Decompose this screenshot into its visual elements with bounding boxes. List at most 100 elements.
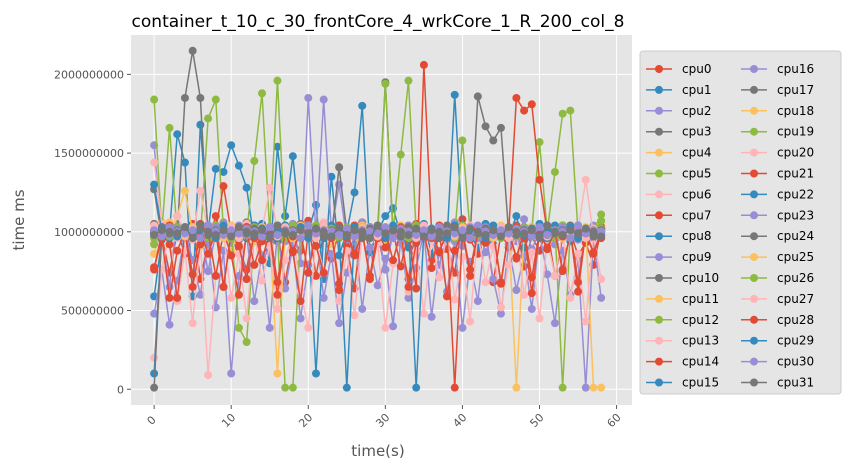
legend-label-cpu14: cpu14: [682, 355, 719, 369]
legend-label-cpu10: cpu10: [682, 271, 719, 285]
data-point-cpu24-38: [443, 221, 452, 230]
data-point-cpu30-50: [535, 223, 544, 232]
data-point-cpu21-55: [574, 278, 583, 287]
data-point-cpu7-50: [535, 175, 544, 184]
data-point-cpu31-41: [466, 224, 475, 233]
data-point-cpu1-47: [512, 212, 521, 221]
legend-marker-cpu7: [655, 211, 663, 220]
y-axis: 0 500000000 1000000000 1500000000 2000000000: [54, 68, 131, 396]
data-point-cpu3-4: [180, 93, 189, 102]
legend-label-cpu6: cpu6: [682, 187, 711, 201]
data-point-cpu15-25: [342, 383, 351, 392]
data-point-cpu30-19: [296, 234, 305, 243]
data-point-cpu31-34: [412, 224, 421, 233]
legend-marker-cpu12: [655, 315, 663, 324]
data-point-cpu9-40: [458, 323, 467, 332]
data-point-cpu13-55: [574, 249, 583, 258]
data-point-cpu5-50: [535, 138, 544, 147]
data-point-cpu30-41: [466, 234, 475, 243]
data-point-cpu14-30: [381, 243, 390, 252]
legend-marker-cpu27: [750, 294, 758, 303]
data-point-cpu13-30: [381, 323, 390, 332]
data-point-cpu31-52: [550, 227, 559, 236]
legend-item-cpu7: cpu7: [646, 208, 711, 222]
data-point-cpu21-3: [173, 246, 182, 255]
data-point-cpu30-26: [350, 232, 359, 241]
legend-label-cpu4: cpu4: [682, 146, 711, 160]
data-point-cpu30-29: [373, 229, 382, 238]
data-point-cpu13-35: [419, 309, 428, 318]
data-point-cpu31-27: [358, 227, 367, 236]
legend-marker-cpu25: [750, 253, 758, 262]
data-point-cpu24-27: [358, 234, 367, 243]
data-point-cpu30-35: [419, 226, 428, 235]
legend-label-cpu26: cpu26: [777, 271, 814, 285]
legend-label-cpu3: cpu3: [682, 125, 711, 139]
data-point-cpu3-5: [188, 46, 197, 55]
data-point-cpu30-11: [234, 229, 243, 238]
legend-item-cpu19: cpu19: [741, 125, 814, 139]
legend-label-cpu15: cpu15: [682, 376, 719, 390]
data-point-cpu9-15: [265, 323, 274, 332]
data-point-cpu13-54: [566, 293, 575, 302]
data-point-cpu13-49: [527, 248, 536, 257]
data-point-cpu31-33: [404, 230, 413, 239]
data-point-cpu1-16: [273, 142, 282, 151]
data-point-cpu5-8: [211, 95, 220, 104]
legend-item-cpu27: cpu27: [741, 292, 814, 306]
data-point-cpu31-56: [581, 224, 590, 233]
legend-item-cpu5: cpu5: [646, 167, 711, 181]
data-point-cpu30-14: [258, 232, 267, 241]
data-point-cpu1-17: [281, 212, 290, 221]
data-point-cpu21-57: [589, 248, 598, 257]
data-point-cpu9-24: [335, 319, 344, 328]
data-point-cpu21-6: [196, 240, 205, 249]
data-point-cpu3-44: [489, 136, 498, 145]
legend-item-cpu1: cpu1: [646, 83, 711, 97]
data-point-cpu31-18: [288, 230, 297, 239]
legend-item-cpu16: cpu16: [741, 62, 814, 76]
legend-item-cpu26: cpu26: [741, 271, 814, 285]
data-point-cpu21-16: [273, 278, 282, 287]
data-point-cpu31-35: [419, 232, 428, 241]
data-point-cpu2-7: [204, 267, 213, 276]
data-point-cpu9-29: [373, 281, 382, 290]
legend-item-cpu0: cpu0: [646, 62, 711, 76]
data-point-cpu7-49: [527, 100, 536, 109]
legend-label-cpu18: cpu18: [777, 104, 814, 118]
x-axis-label: time(s): [351, 442, 404, 460]
legend-item-cpu9: cpu9: [646, 250, 711, 264]
data-point-cpu5-13: [250, 156, 259, 165]
legend-item-cpu15: cpu15: [646, 376, 719, 390]
data-point-cpu21-11: [234, 290, 243, 299]
data-point-cpu30-20: [304, 221, 313, 230]
data-point-cpu13-17: [281, 256, 290, 265]
data-point-cpu12-53: [558, 383, 567, 392]
data-point-cpu13-34: [412, 246, 421, 255]
legend-item-cpu20: cpu20: [741, 146, 814, 160]
data-point-cpu30-45: [496, 226, 505, 235]
data-point-cpu30-15: [265, 223, 274, 232]
data-point-cpu31-47: [512, 227, 521, 236]
data-point-cpu21-36: [427, 264, 436, 273]
data-point-cpu30-51: [543, 230, 552, 239]
data-point-cpu17-0: [150, 383, 159, 392]
legend-item-cpu6: cpu6: [646, 187, 711, 201]
legend-label-cpu28: cpu28: [777, 313, 814, 327]
data-point-cpu13-45: [496, 303, 505, 312]
data-point-cpu14-34: [412, 284, 421, 293]
data-point-cpu5-32: [396, 150, 405, 159]
legend-marker-cpu28: [750, 315, 758, 324]
legend-marker-cpu14: [655, 357, 663, 366]
data-point-cpu6-56: [581, 175, 590, 184]
legend-label-cpu13: cpu13: [682, 334, 719, 348]
data-point-cpu13-7: [204, 371, 213, 380]
data-point-cpu31-53: [558, 230, 567, 239]
legend-marker-cpu16: [750, 65, 758, 73]
legend-label-cpu12: cpu12: [682, 313, 719, 327]
legend-marker-cpu9: [655, 253, 663, 262]
data-point-cpu9-6: [196, 290, 205, 299]
legend-marker-cpu0: [655, 65, 663, 73]
data-point-cpu5-52: [550, 167, 559, 176]
data-point-cpu13-40: [458, 253, 467, 261]
